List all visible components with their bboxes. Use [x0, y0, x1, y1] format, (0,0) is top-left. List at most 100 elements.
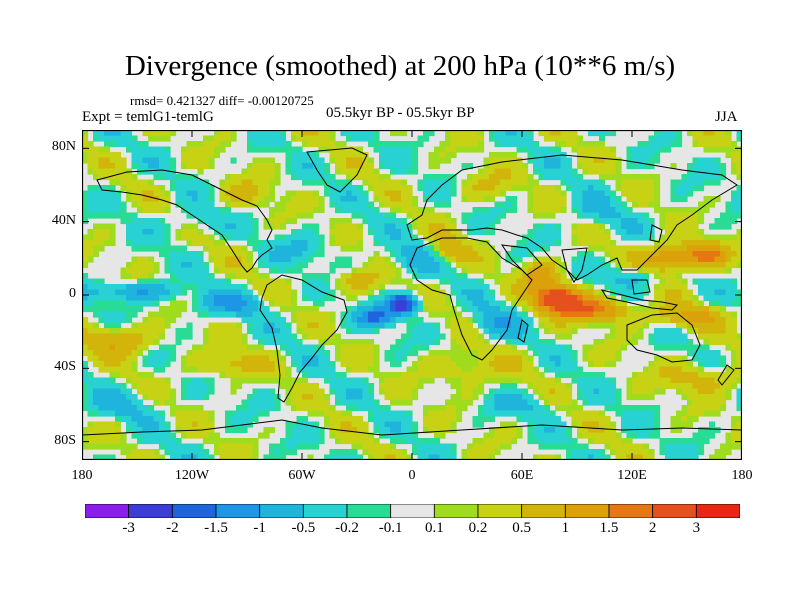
field-cell: [467, 185, 474, 192]
field-cell: [219, 339, 226, 346]
field-cell: [280, 443, 287, 450]
field-cell: [126, 218, 133, 225]
field-cell: [269, 388, 276, 395]
field-cell: [296, 130, 303, 137]
field-cell: [577, 223, 584, 230]
field-cell: [621, 234, 628, 241]
field-cell: [643, 383, 650, 390]
field-cell: [335, 432, 342, 439]
field-cell: [456, 350, 463, 357]
field-cell: [307, 256, 314, 263]
field-cell: [544, 201, 551, 208]
field-cell: [577, 196, 584, 203]
field-cell: [544, 234, 551, 241]
field-cell: [214, 223, 221, 230]
field-cell: [505, 196, 512, 203]
field-cell: [219, 240, 226, 247]
field-cell: [516, 322, 523, 329]
field-cell: [159, 322, 166, 329]
field-cell: [384, 317, 391, 324]
field-cell: [197, 454, 204, 460]
field-cell: [522, 405, 529, 412]
field-cell: [637, 383, 644, 390]
field-cell: [676, 361, 683, 368]
field-cell: [269, 361, 276, 368]
field-cell: [307, 223, 314, 230]
field-cell: [142, 256, 149, 263]
field-cell: [164, 135, 171, 142]
field-cell: [494, 355, 501, 362]
field-cell: [659, 388, 666, 395]
field-cell: [544, 152, 551, 159]
field-cell: [120, 416, 127, 423]
field-cell: [538, 383, 545, 390]
field-cell: [659, 207, 666, 214]
field-cell: [285, 421, 292, 428]
field-cell: [258, 399, 265, 406]
field-cell: [390, 295, 397, 302]
field-cell: [417, 317, 424, 324]
field-cell: [511, 163, 518, 170]
field-cell: [456, 240, 463, 247]
field-cell: [478, 295, 485, 302]
field-cell: [500, 306, 507, 313]
field-cell: [247, 251, 254, 258]
field-cell: [137, 421, 144, 428]
field-cell: [566, 394, 573, 401]
field-cell: [153, 377, 160, 384]
field-cell: [483, 157, 490, 164]
field-cell: [258, 344, 265, 351]
field-cell: [197, 190, 204, 197]
field-cell: [181, 256, 188, 263]
field-cell: [681, 234, 688, 241]
field-cell: [115, 416, 122, 423]
field-cell: [247, 262, 254, 269]
field-cell: [219, 344, 226, 351]
field-cell: [621, 306, 628, 313]
field-cell: [285, 212, 292, 219]
field-cell: [500, 179, 507, 186]
field-cell: [340, 449, 347, 456]
field-cell: [148, 317, 155, 324]
field-cell: [456, 410, 463, 417]
field-cell: [434, 421, 441, 428]
field-cell: [593, 344, 600, 351]
field-cell: [313, 179, 320, 186]
field-cell: [599, 317, 606, 324]
field-cell: [582, 289, 589, 296]
field-cell: [181, 229, 188, 236]
field-cell: [351, 432, 358, 439]
field-cell: [412, 383, 419, 390]
field-cell: [478, 141, 485, 148]
field-cell: [478, 454, 485, 460]
field-cell: [467, 454, 474, 460]
field-cell: [643, 449, 650, 456]
field-cell: [340, 240, 347, 247]
field-cell: [186, 416, 193, 423]
field-cell: [335, 438, 342, 445]
field-cell: [549, 190, 556, 197]
field-cell: [131, 256, 138, 263]
field-cell: [599, 256, 606, 263]
field-cell: [104, 339, 111, 346]
field-cell: [357, 328, 364, 335]
field-cell: [417, 262, 424, 269]
field-cell: [186, 240, 193, 247]
field-cell: [263, 135, 270, 142]
field-cell: [131, 163, 138, 170]
field-cell: [555, 201, 562, 208]
field-cell: [115, 306, 122, 313]
field-cell: [142, 207, 149, 214]
field-cell: [599, 416, 606, 423]
field-cell: [516, 146, 523, 153]
field-cell: [423, 256, 430, 263]
field-cell: [555, 454, 562, 460]
field-cell: [384, 410, 391, 417]
field-cell: [571, 185, 578, 192]
field-cell: [285, 163, 292, 170]
field-cell: [610, 427, 617, 434]
field-cell: [208, 432, 215, 439]
field-cell: [566, 300, 573, 307]
field-cell: [137, 416, 144, 423]
field-cell: [252, 355, 259, 362]
